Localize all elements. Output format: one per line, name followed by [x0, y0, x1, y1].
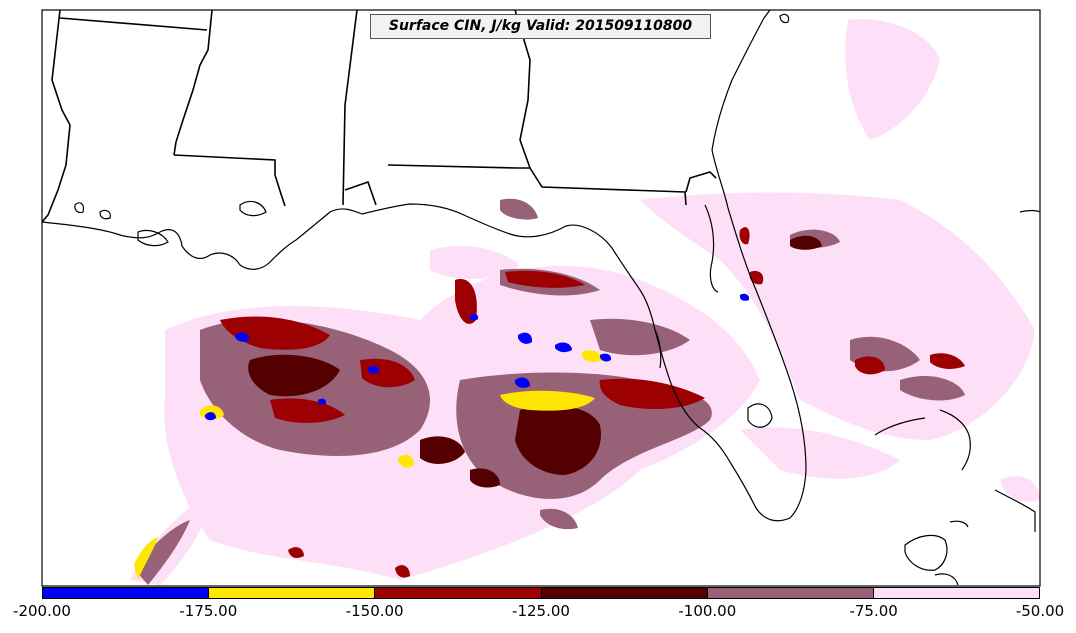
- map-border: [41, 9, 1041, 587]
- colorbar-tick-label: -75.00: [849, 602, 898, 620]
- state-boundaries: [41, 9, 717, 223]
- colorbar-tick-label: -200.00: [13, 602, 71, 620]
- cin-red-areas: [220, 227, 965, 578]
- cin-yellow-areas: [134, 350, 602, 580]
- colorbar-segment: [375, 588, 542, 598]
- map-title: Surface CIN, J/kg Valid: 201509110800: [370, 14, 711, 39]
- colorbar: [42, 587, 1040, 599]
- cin-dark-maroon-areas: [248, 235, 822, 488]
- cin-blue-areas: [205, 293, 750, 421]
- colorbar-segment: [873, 588, 1040, 598]
- colorbar-segment: [209, 588, 376, 598]
- colorbar-segment: [541, 588, 708, 598]
- colorbar-tick-label: -150.00: [345, 602, 404, 620]
- colorbar-tick-label: -175.00: [179, 602, 238, 620]
- colorbar-tick-label: -50.00: [1015, 602, 1065, 620]
- colorbar-segment: [707, 588, 874, 598]
- colorbar-tick-label: -125.00: [512, 602, 570, 620]
- colorbar-tick-label: -100.00: [678, 602, 737, 620]
- colorbar-segment: [43, 588, 210, 598]
- coastlines: [41, 9, 1041, 586]
